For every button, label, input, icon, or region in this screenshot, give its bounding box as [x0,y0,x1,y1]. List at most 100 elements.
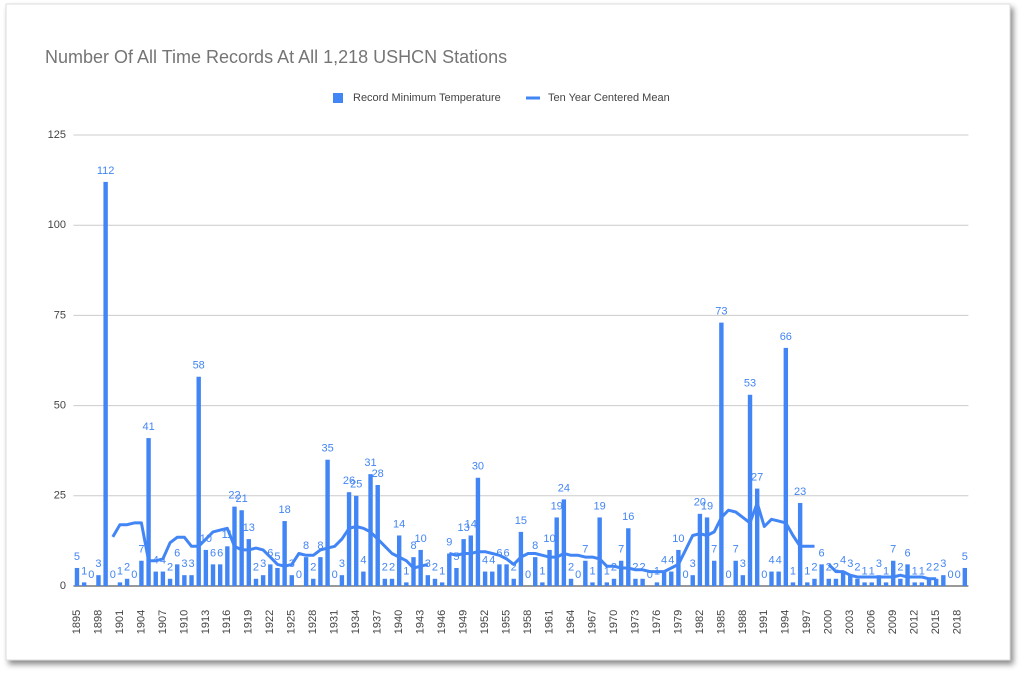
bar [189,575,194,586]
data-label: 10 [415,533,427,545]
bar [346,492,352,586]
bar [354,495,359,586]
data-label: 10 [543,533,555,545]
data-label: 20 [694,497,706,509]
bar [669,571,674,586]
x-tick-label: 1949 [458,610,470,634]
bar [239,510,244,586]
data-label: 0 [296,569,302,581]
data-label: 7 [618,544,624,556]
bar [712,560,717,586]
bar [848,575,853,586]
bar [375,484,380,586]
bar [640,578,645,586]
bar [361,571,366,586]
data-label: 8 [317,540,323,552]
data-label: 24 [558,482,570,494]
data-label: 0 [131,569,137,581]
x-tick-label: 1991 [758,610,770,634]
bar [339,575,345,586]
data-label: 3 [847,558,853,570]
bar [776,571,781,586]
bar [547,549,552,586]
bar [611,578,617,586]
data-label: 4 [160,554,166,566]
bar [396,535,402,586]
data-label: 1 [403,565,409,577]
x-tick-label: 1925 [286,610,298,634]
data-label: 0 [575,569,581,581]
data-label: 0 [683,569,689,581]
bar [626,528,631,586]
x-tick-label: 1907 [157,610,169,634]
bar [790,582,796,586]
data-label: 0 [947,569,953,581]
data-label: 3 [181,558,187,570]
data-label: 2 [933,562,939,574]
data-label: 2 [854,562,860,574]
data-label: 1 [117,565,123,577]
data-label: 1 [804,565,810,577]
data-label: 26 [343,475,355,487]
data-label: 1 [790,565,796,577]
bar [719,322,724,586]
data-label: 21 [236,493,248,505]
y-tick-label: 0 [60,580,66,592]
bar [604,582,610,586]
x-tick-label: 2006 [866,610,878,634]
data-label: 5 [74,551,80,563]
x-tick-label: 1967 [586,610,598,634]
bar [554,517,559,586]
bar [754,488,760,586]
x-tick-label: 2003 [844,610,856,634]
data-label: 8 [532,540,538,552]
data-label: 15 [515,515,527,527]
bar [303,557,309,586]
data-label: 0 [110,569,116,581]
x-tick-label: 1940 [393,610,405,634]
data-label: 7 [890,544,896,556]
bar [862,582,867,586]
bar [182,575,187,586]
bar [747,394,753,586]
bar [805,582,810,586]
data-label: 2 [511,562,517,574]
data-label: 2 [389,562,395,574]
bar [124,578,130,586]
data-label: 7 [733,544,739,556]
bar [418,549,423,586]
data-label: 10 [672,533,684,545]
data-label: 4 [360,554,366,566]
data-label: 19 [594,500,606,512]
bar [941,575,946,586]
data-label: 22 [228,490,240,502]
bar [783,347,789,586]
bar [533,557,538,586]
data-label: 73 [715,306,727,318]
data-label: 2 [253,562,259,574]
bar [103,181,108,587]
bar [404,582,409,586]
x-tick-label: 1895 [71,610,83,634]
data-label: 0 [955,569,961,581]
bar [275,567,280,586]
bar [454,567,459,586]
bar [590,582,595,586]
bar [217,564,223,586]
x-tick-label: 1937 [372,610,384,634]
data-label: 14 [465,518,477,530]
data-label: 41 [142,421,154,433]
bar [504,564,509,586]
bar [597,517,602,586]
bar [325,459,330,586]
data-label: 1 [81,565,87,577]
data-label: 7 [138,544,144,556]
bar [210,564,216,586]
x-tick-label: 1913 [200,610,212,634]
data-label: 16 [622,511,634,523]
data-label: 2 [826,562,832,574]
data-label: 8 [410,540,416,552]
bar [260,575,266,586]
data-label: 6 [819,547,825,559]
bar [268,564,273,586]
